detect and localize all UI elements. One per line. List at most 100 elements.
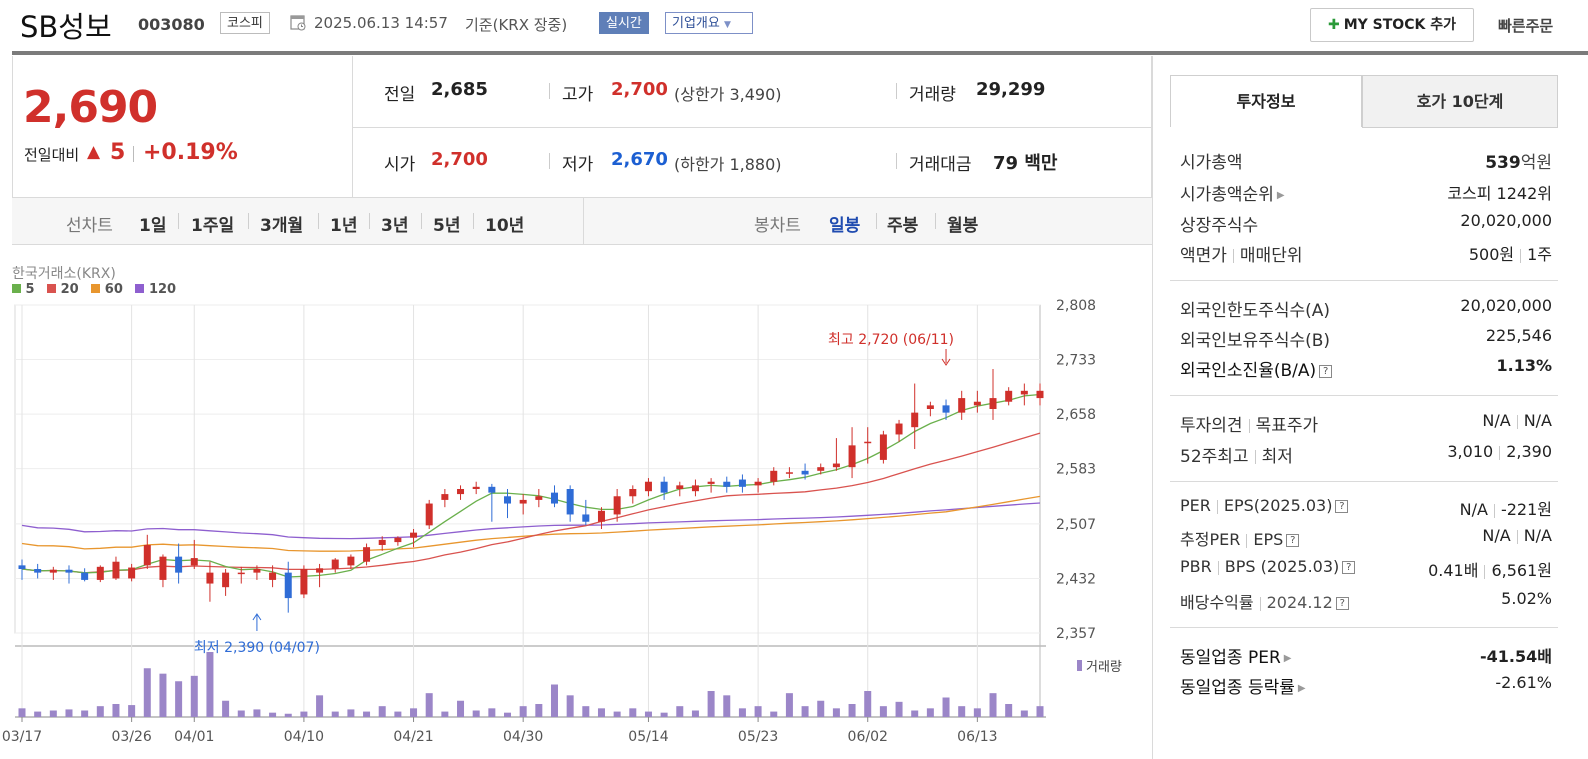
candle-body <box>629 489 637 497</box>
candle-monthly[interactable]: 월봉 <box>947 216 979 236</box>
volume-bar <box>629 708 637 717</box>
separator <box>1217 560 1219 575</box>
legend-label-60: 60 <box>104 282 123 297</box>
volume-bar <box>723 695 731 717</box>
candle-body <box>441 494 449 500</box>
candle-body <box>347 556 355 566</box>
realtime-button[interactable]: 실시간 <box>599 12 649 34</box>
volume-bar <box>597 708 605 717</box>
sector-per-row[interactable]: 동일업종 PER ▶ -41.54배 <box>1180 643 1552 673</box>
candle-body <box>206 572 214 584</box>
company-info-dropdown[interactable]: 기업개요 ▼ <box>665 12 753 34</box>
face-value-value: 500원 <box>1468 245 1515 264</box>
high-annotation-arrowhead <box>941 358 951 366</box>
candle-body <box>864 441 872 444</box>
stock-name: SB성보 <box>20 10 112 44</box>
candle-body <box>425 503 433 526</box>
candle-body <box>550 492 558 504</box>
candle-body <box>159 556 167 580</box>
separator <box>1516 529 1518 544</box>
foreign-ratio-label-wrap: 외국인소진율(B/A)? <box>1180 356 1333 381</box>
week52-values: 3,010 2,390 <box>1447 442 1552 461</box>
period-3m[interactable]: 3개월 <box>260 216 304 236</box>
volume-bar <box>425 693 433 717</box>
y-tick-label: 2,658 <box>1056 407 1096 423</box>
market-cap-rank-row[interactable]: 시가총액순위 ▶ 코스피 1242위 <box>1180 180 1552 210</box>
face-value-label: 액면가 <box>1180 246 1227 266</box>
volume-legend-label: 거래량 <box>1086 660 1122 675</box>
period-sep <box>473 213 474 229</box>
price-chart[interactable]: 2,808 2,733 2,658 2,583 2,507 2,432 2,357 03/17… <box>0 0 1160 759</box>
volume-bar <box>566 695 574 717</box>
period-1d[interactable]: 1일 <box>139 216 167 236</box>
my-stock-add-button[interactable]: ✚ MY STOCK 추가 <box>1310 8 1474 42</box>
change-value: 5 <box>110 140 126 165</box>
lower-limit: (하한가 1,880) <box>674 155 782 174</box>
legend-swatch-20 <box>47 284 57 293</box>
help-icon[interactable]: ? <box>1335 597 1349 610</box>
prev-close-value: 2,685 <box>431 79 488 100</box>
period-1w[interactable]: 1주일 <box>191 216 235 236</box>
market-cap-row: 시가총액 539억원 <box>1180 148 1552 178</box>
volume-bar <box>206 652 214 717</box>
period-3y[interactable]: 3년 <box>381 216 409 236</box>
candle-body <box>785 472 793 474</box>
volume-bar <box>613 711 621 717</box>
tab-order-book[interactable]: 호가 10단계 <box>1362 75 1558 128</box>
data-datetime: 2025.06.13 14:57 <box>314 14 448 32</box>
sector-change-label-wrap: 동일업종 등락률 ▶ <box>1180 673 1306 698</box>
tab-invest-info[interactable]: 투자정보 <box>1170 75 1362 128</box>
candle-body <box>175 556 183 573</box>
sector-per-label-wrap: 동일업종 PER ▶ <box>1180 643 1291 668</box>
per-eps-labels: PER EPS(2025.03)? <box>1180 496 1349 515</box>
sector-change-label: 동일업종 등락률 <box>1180 678 1295 698</box>
trade-unit-value: 1주 <box>1527 245 1552 264</box>
week52-labels: 52주최고 최저 <box>1180 442 1293 467</box>
foreign-hold-value: 225,546 <box>1485 326 1552 345</box>
help-icon[interactable]: ? <box>1342 561 1356 574</box>
candle-body <box>926 405 934 409</box>
volume-value: 29,299 <box>976 79 1046 100</box>
period-sep <box>178 213 179 229</box>
calendar-icon <box>290 14 306 31</box>
line-chart-label: 선차트 <box>66 216 113 236</box>
upper-limit: (상한가 3,490) <box>674 85 782 104</box>
foreign-limit-label: 외국인한도주식수(A) <box>1180 301 1331 321</box>
candle-body <box>363 547 371 562</box>
candle-body <box>378 539 386 545</box>
period-10y[interactable]: 10년 <box>485 216 525 236</box>
help-icon[interactable]: ? <box>1335 500 1349 513</box>
est-eps-label: EPS <box>1253 530 1284 549</box>
foreign-ratio-row: 외국인소진율(B/A)? 1.13% <box>1180 356 1552 386</box>
candle-body <box>989 398 997 409</box>
est-per-eps-row: 추정PER EPS? N/A N/A <box>1180 526 1552 556</box>
candle-body <box>958 398 966 413</box>
help-icon[interactable]: ? <box>1319 364 1333 378</box>
period-1y[interactable]: 1년 <box>330 216 358 236</box>
candle-body <box>660 481 668 493</box>
volume-bar <box>1036 706 1044 717</box>
sector-per-value: -41.54배 <box>1480 647 1552 666</box>
volume-legend-swatch <box>1077 660 1082 671</box>
sector-change-row[interactable]: 동일업종 등락률 ▶ -2.61% <box>1180 673 1552 703</box>
volume-bar <box>237 710 245 717</box>
period-5y[interactable]: 5년 <box>433 216 461 236</box>
volume-bar <box>879 706 887 717</box>
invest-panel <box>1152 56 1153 759</box>
candle-weekly[interactable]: 주봉 <box>887 216 919 236</box>
change-divider <box>133 146 134 162</box>
quick-order-link[interactable]: 빠른주문 <box>1498 17 1554 35</box>
market-cap-rank-label-wrap: 시가총액순위 ▶ <box>1180 180 1285 205</box>
volume-bar <box>284 713 292 717</box>
high-label: 고가 <box>562 85 594 105</box>
candle-daily[interactable]: 일봉 <box>829 216 861 236</box>
x-tick-label: 03/17 <box>2 729 42 745</box>
volume-bar <box>49 710 57 717</box>
candle-body <box>613 496 621 515</box>
volume-bar <box>691 710 699 717</box>
volume-bar <box>96 706 104 717</box>
help-icon[interactable]: ? <box>1286 534 1300 547</box>
panel-divider <box>1170 280 1558 281</box>
open-label: 시가 <box>384 155 416 175</box>
volume-bar <box>410 708 418 717</box>
